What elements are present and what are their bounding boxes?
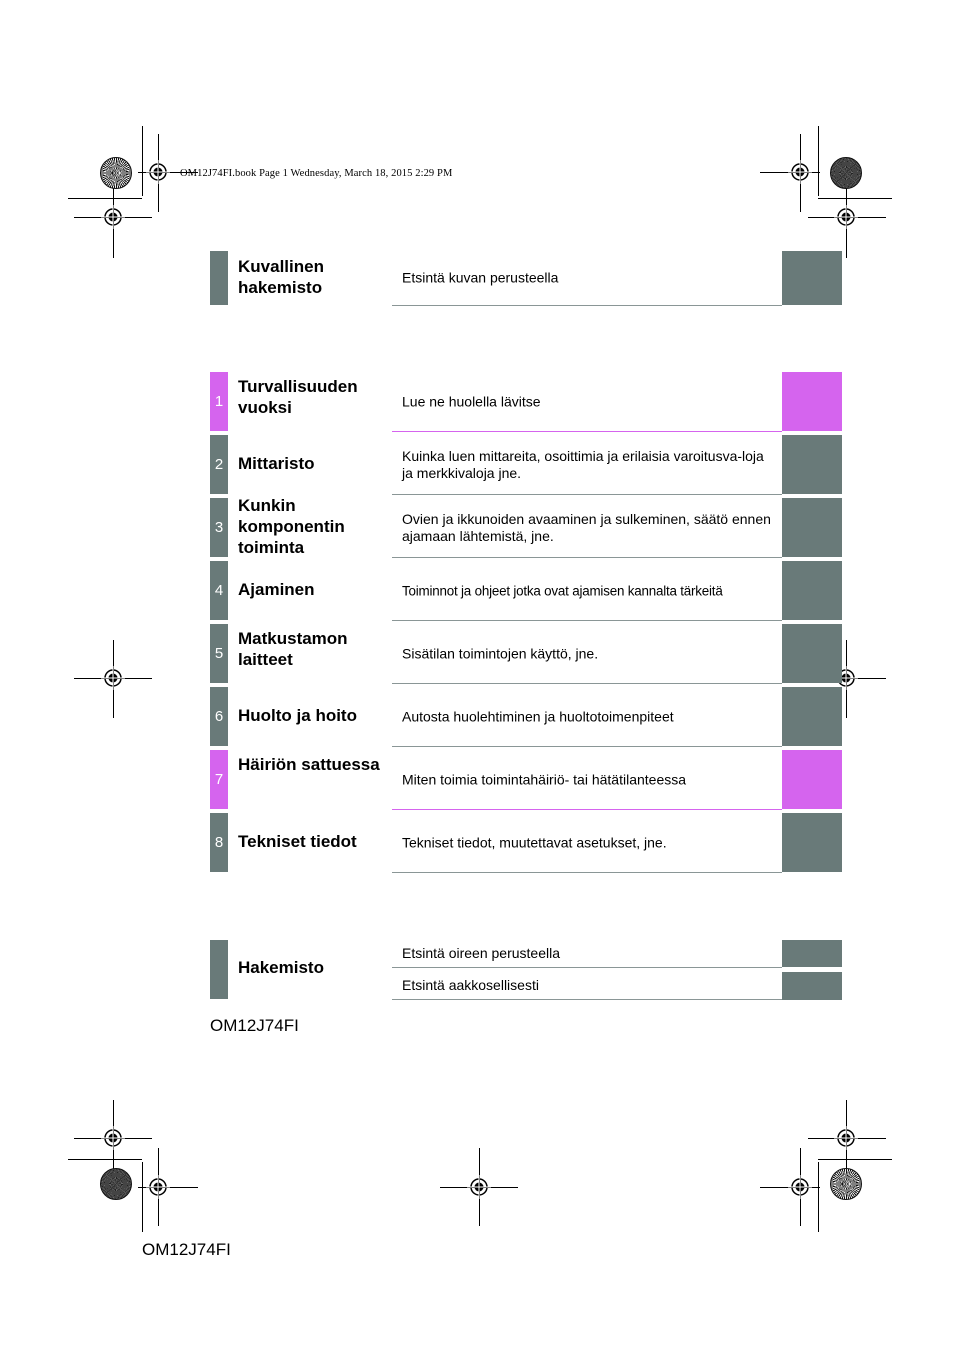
chapter-description-cell: Kuinka luen mittareita, osoittimia ja er… [392,435,782,495]
registration-target-icon [788,1175,812,1199]
chapter-row-5[interactable]: 5 Matkustamon laitteet Sisätilan toimint… [210,624,842,684]
chapter-thumb-tab[interactable] [782,435,842,494]
chapter-description: Kuinka luen mittareita, osoittimia ja er… [402,447,764,481]
picture-index-title: Kuvallinen hakemisto [238,257,324,297]
chapter-title: Häiriön sattuessa [238,755,380,774]
chapter-number: 7 [210,750,228,809]
chapter-thumb-tab[interactable] [782,372,842,431]
picture-index-description-cell: Etsintä kuvan perusteella [392,251,782,306]
chapter-row-4[interactable]: 4 Ajaminen Toiminnot ja ohjeet jotka ova… [210,561,842,621]
chapter-title: Tekniset tiedot [238,832,357,851]
chapter-thumb-tab[interactable] [782,624,842,683]
chapter-number: 8 [210,813,228,872]
chapter-description: Ovien ja ikkunoiden avaaminen ja sulkemi… [402,510,771,544]
chapter-description-cell: Ovien ja ikkunoiden avaaminen ja sulkemi… [392,498,782,558]
chapter-description: Miten toimia toimintahäiriö- tai hätätil… [402,771,687,787]
chapter-description: Autosta huolehtiminen ja huoltotoimenpit… [402,708,674,724]
chapter-title: Turvallisuuden vuoksi [238,377,358,417]
chapter-number: 5 [210,624,228,683]
index-item-symptom[interactable]: Etsintä oireen perusteella [392,940,782,968]
chapter-thumb-tab[interactable] [782,813,842,872]
chapter-row-3[interactable]: 3 Kunkin komponentin toiminta Ovien ja i… [210,496,842,558]
section-bar [210,940,228,999]
chapter-description-cell: Tekniset tiedot, muutettavat asetukset, … [392,813,782,873]
registration-target-icon [788,160,812,184]
starburst-mark-icon [100,157,132,189]
chapter-description: Tekniset tiedot, muutettavat asetukset, … [402,834,667,850]
manual-code-footer: OM12J74FI [142,1240,231,1259]
index-item-label: Etsintä aakkosellisesti [402,977,539,993]
chapter-description-cell: Toiminnot ja ohjeet jotka ovat ajamisen … [392,561,782,621]
chapter-thumb-tab[interactable] [782,498,842,557]
chapter-description: Lue ne huolella lävitse [402,393,541,409]
chapter-title: Matkustamon laitteet [238,629,348,669]
chapter-description: Sisätilan toimintojen käyttö, jne. [402,645,599,661]
chapter-description-cell: Lue ne huolella lävitse [392,372,782,432]
section-bar [210,251,228,305]
starburst-mark-icon [100,1168,132,1200]
chapter-row-6[interactable]: 6 Huolto ja hoito Autosta huolehtiminen … [210,687,842,747]
chapter-number: 6 [210,687,228,746]
chapter-row-7[interactable]: 7 Häiriön sattuessa Miten toimia toimint… [210,750,842,810]
chapter-thumb-tab[interactable] [782,687,842,746]
chapter-number: 1 [210,372,228,431]
chapter-description-cell: Autosta huolehtiminen ja huoltotoimenpit… [392,687,782,747]
picture-index-row[interactable]: Kuvallinen hakemisto Etsintä kuvan perus… [210,251,842,306]
chapter-title: Ajaminen [238,580,315,599]
chapter-description: Toiminnot ja ohjeet jotka ovat ajamisen … [402,583,723,598]
chapter-row-8[interactable]: 8 Tekniset tiedot Tekniset tiedot, muute… [210,813,842,873]
starburst-mark-icon [830,1168,862,1200]
thumb-tab[interactable] [782,251,842,305]
chapter-row-1[interactable]: 1 Turvallisuuden vuoksi Lue ne huolella … [210,372,842,432]
chapter-description-cell: Sisätilan toimintojen käyttö, jne. [392,624,782,684]
index-item-label: Etsintä oireen perusteella [402,945,560,961]
index-title: Hakemisto [238,958,324,977]
registration-target-icon [467,1175,491,1199]
registration-target-icon [101,205,125,229]
registration-target-icon [146,1175,170,1199]
chapter-number: 2 [210,435,228,494]
book-info-line: OM12J74FI.book Page 1 Wednesday, March 1… [180,168,453,179]
chapter-thumb-tab[interactable] [782,750,842,809]
registration-target-icon [101,1126,125,1150]
chapter-number: 3 [210,498,228,557]
index-item-alphabetical[interactable]: Etsintä aakkosellisesti [392,972,782,1000]
registration-target-icon [834,1126,858,1150]
registration-target-icon [146,160,170,184]
chapter-title: Mittaristo [238,454,315,473]
chapter-description-cell: Miten toimia toimintahäiriö- tai hätätil… [392,750,782,810]
index-thumb-tab[interactable] [782,940,842,967]
index-thumb-tab[interactable] [782,972,842,1000]
manual-code: OM12J74FI [210,1016,299,1035]
chapter-number: 4 [210,561,228,620]
picture-index-description: Etsintä kuvan perusteella [402,269,559,286]
chapter-title: Kunkin komponentin toiminta [238,496,345,557]
chapter-thumb-tab[interactable] [782,561,842,620]
registration-target-icon [834,205,858,229]
starburst-mark-icon [830,157,862,189]
registration-target-icon [101,666,125,690]
chapter-title: Huolto ja hoito [238,706,357,725]
chapter-row-2[interactable]: 2 Mittaristo Kuinka luen mittareita, oso… [210,435,842,495]
